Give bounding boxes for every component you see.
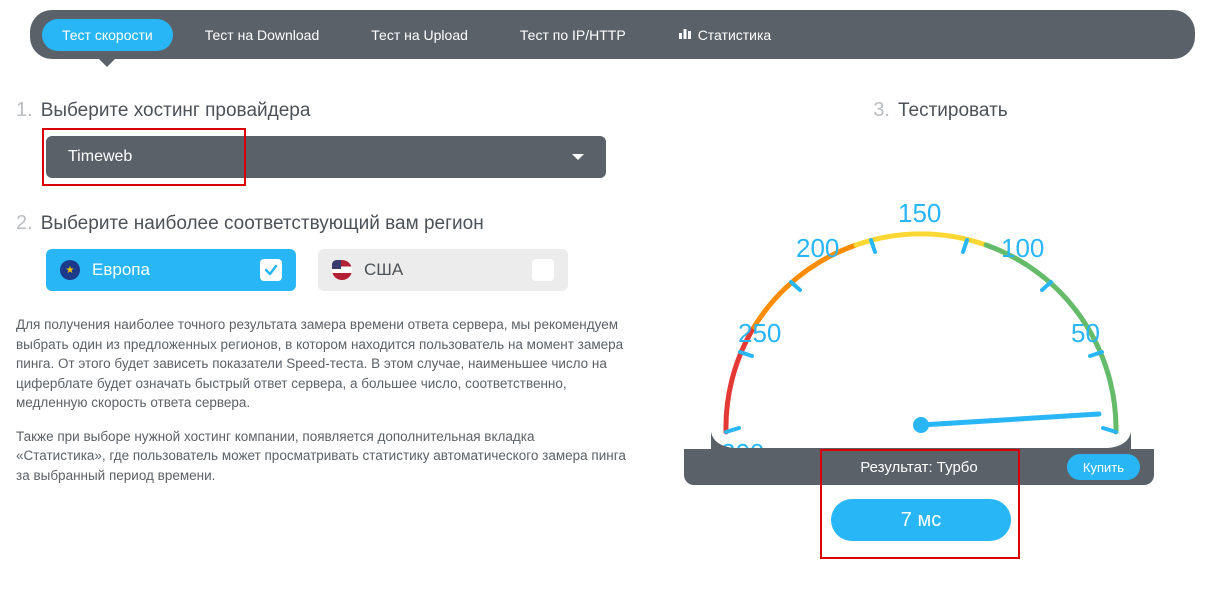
tab-ip-http-test[interactable]: Тест по IP/HTTP <box>500 19 646 51</box>
region-usa[interactable]: США <box>318 249 568 291</box>
step2-number: 2. <box>16 212 33 235</box>
tab-label: Тест на Download <box>205 27 320 43</box>
result-text: Результат: Турбо <box>860 459 977 476</box>
tab-label: Тест скорости <box>62 27 153 43</box>
left-column: 1. Выберите хостинг провайдера Timeweb 2… <box>16 99 626 541</box>
step3-title: Тестировать <box>898 100 1008 122</box>
description: Для получения наиболее точного результат… <box>16 315 626 486</box>
step2-header: 2. Выберите наиболее соответствующий вам… <box>16 212 626 235</box>
step1-header: 1. Выберите хостинг провайдера <box>16 99 626 122</box>
gauge-tick-50: 50 <box>1071 318 1100 348</box>
content: 1. Выберите хостинг провайдера Timeweb 2… <box>0 59 1225 541</box>
tab-label: Тест на Upload <box>371 27 468 43</box>
buy-button-label: Купить <box>1083 460 1124 475</box>
step1-number: 1. <box>16 99 33 122</box>
gauge-tick-250: 250 <box>738 318 781 348</box>
tab-bar: Тест скорости Тест на Download Тест на U… <box>30 10 1195 59</box>
region-europe[interactable]: ★ Европа <box>46 249 296 291</box>
provider-dropdown[interactable]: Timeweb <box>46 136 606 178</box>
step3-number: 3. <box>873 99 890 122</box>
region-label: США <box>364 260 403 280</box>
region-label: Европа <box>92 260 150 280</box>
gauge-tick-150: 150 <box>898 198 941 228</box>
tab-statistics[interactable]: Статистика <box>658 18 792 51</box>
result-bar: Результат: Турбо Купить <box>684 449 1154 485</box>
tab-label: Статистика <box>698 27 772 43</box>
step1-title: Выберите хостинг провайдера <box>41 100 311 122</box>
gauge-tick-100: 100 <box>1001 233 1044 263</box>
flag-us-icon <box>332 260 352 280</box>
gauge-needle <box>921 414 1099 425</box>
check-icon <box>260 259 282 281</box>
gauge-svg: 300 250 200 150 100 50 max <box>676 132 1166 462</box>
speed-value: 7 мс <box>901 509 941 532</box>
region-row: ★ Европа США <box>46 249 626 291</box>
tab-speed-test[interactable]: Тест скорости <box>42 19 173 51</box>
stats-icon <box>678 26 692 43</box>
tab-label: Тест по IP/HTTP <box>520 27 626 43</box>
right-column: 3. Тестировать <box>686 99 1195 541</box>
speed-result: 7 мс <box>831 499 1011 541</box>
tab-download-test[interactable]: Тест на Download <box>185 19 340 51</box>
gauge: 300 250 200 150 100 50 max Результат: Ту… <box>676 132 1166 541</box>
step2-title: Выберите наиболее соответствующий вам ре… <box>41 213 484 235</box>
tab-upload-test[interactable]: Тест на Upload <box>351 19 488 51</box>
description-p1: Для получения наиболее точного результат… <box>16 315 626 413</box>
check-empty-icon <box>532 259 554 281</box>
gauge-tick-200: 200 <box>796 233 839 263</box>
provider-selected: Timeweb <box>68 148 132 166</box>
flag-eu-icon: ★ <box>60 260 80 280</box>
buy-button[interactable]: Купить <box>1067 454 1140 480</box>
step3-header: 3. Тестировать <box>686 99 1195 122</box>
chevron-down-icon <box>572 154 584 160</box>
description-p2: Также при выборе нужной хостинг компании… <box>16 427 626 486</box>
